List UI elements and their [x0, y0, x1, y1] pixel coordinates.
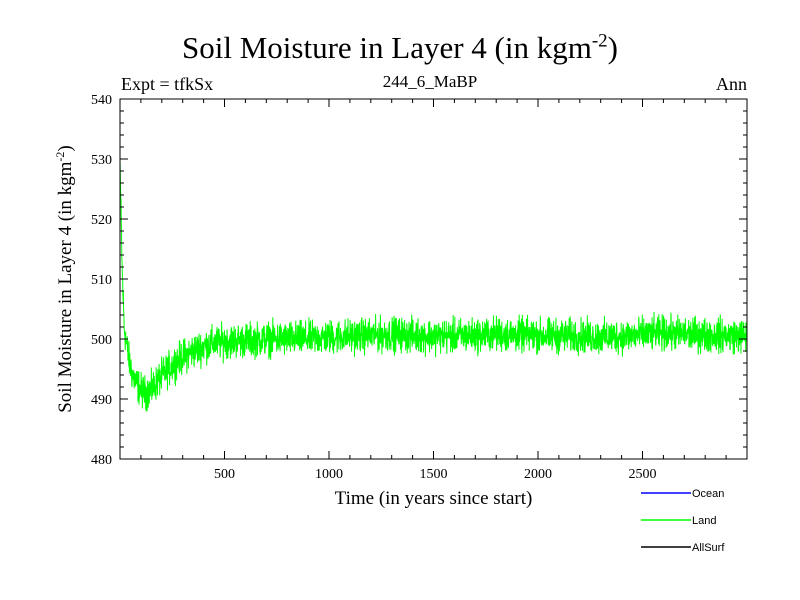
- y-tick-label: 480: [91, 453, 112, 468]
- legend-label-allsurf: AllSurf: [692, 542, 725, 554]
- season-label: Ann: [716, 74, 747, 94]
- chart-title: Soil Moisture in Layer 4 (in kgm-2): [0, 30, 800, 66]
- legend-label-ocean: Ocean: [692, 488, 724, 500]
- experiment-label: Expt = tfkSx: [121, 74, 214, 94]
- y-tick-label: 500: [91, 333, 112, 348]
- x-tick-label: 500: [214, 467, 235, 482]
- legend-label-land: Land: [692, 515, 716, 527]
- chart-title-close: ): [607, 30, 618, 65]
- chart-title-text: Soil Moisture in Layer 4 (in kgm: [182, 30, 592, 65]
- y-tick-label: 530: [91, 153, 112, 168]
- y-tick-label: 490: [91, 393, 112, 408]
- x-tick-label: 2500: [629, 467, 657, 482]
- chart-title-exponent: -2: [591, 30, 608, 52]
- y-tick-label: 520: [91, 213, 112, 228]
- y-tick-label: 540: [91, 93, 112, 108]
- chart-subtitle: 244_6_MaBP: [382, 72, 478, 91]
- x-tick-label: 1000: [315, 467, 343, 482]
- series-layer: [119, 158, 748, 412]
- plot-frame: [119, 98, 748, 460]
- x-tick-label: 2000: [524, 467, 552, 482]
- series-line-land: [119, 158, 748, 412]
- x-tick-label: 1500: [420, 467, 448, 482]
- legend: Ocean Land AllSurf: [641, 488, 725, 554]
- y-tick-label: 510: [91, 273, 112, 288]
- ticks-layer: 500 1000 1500 2000 2500 480 490 500 510 520 530 540: [91, 93, 747, 482]
- x-axis-label: Time (in years since start): [334, 488, 533, 509]
